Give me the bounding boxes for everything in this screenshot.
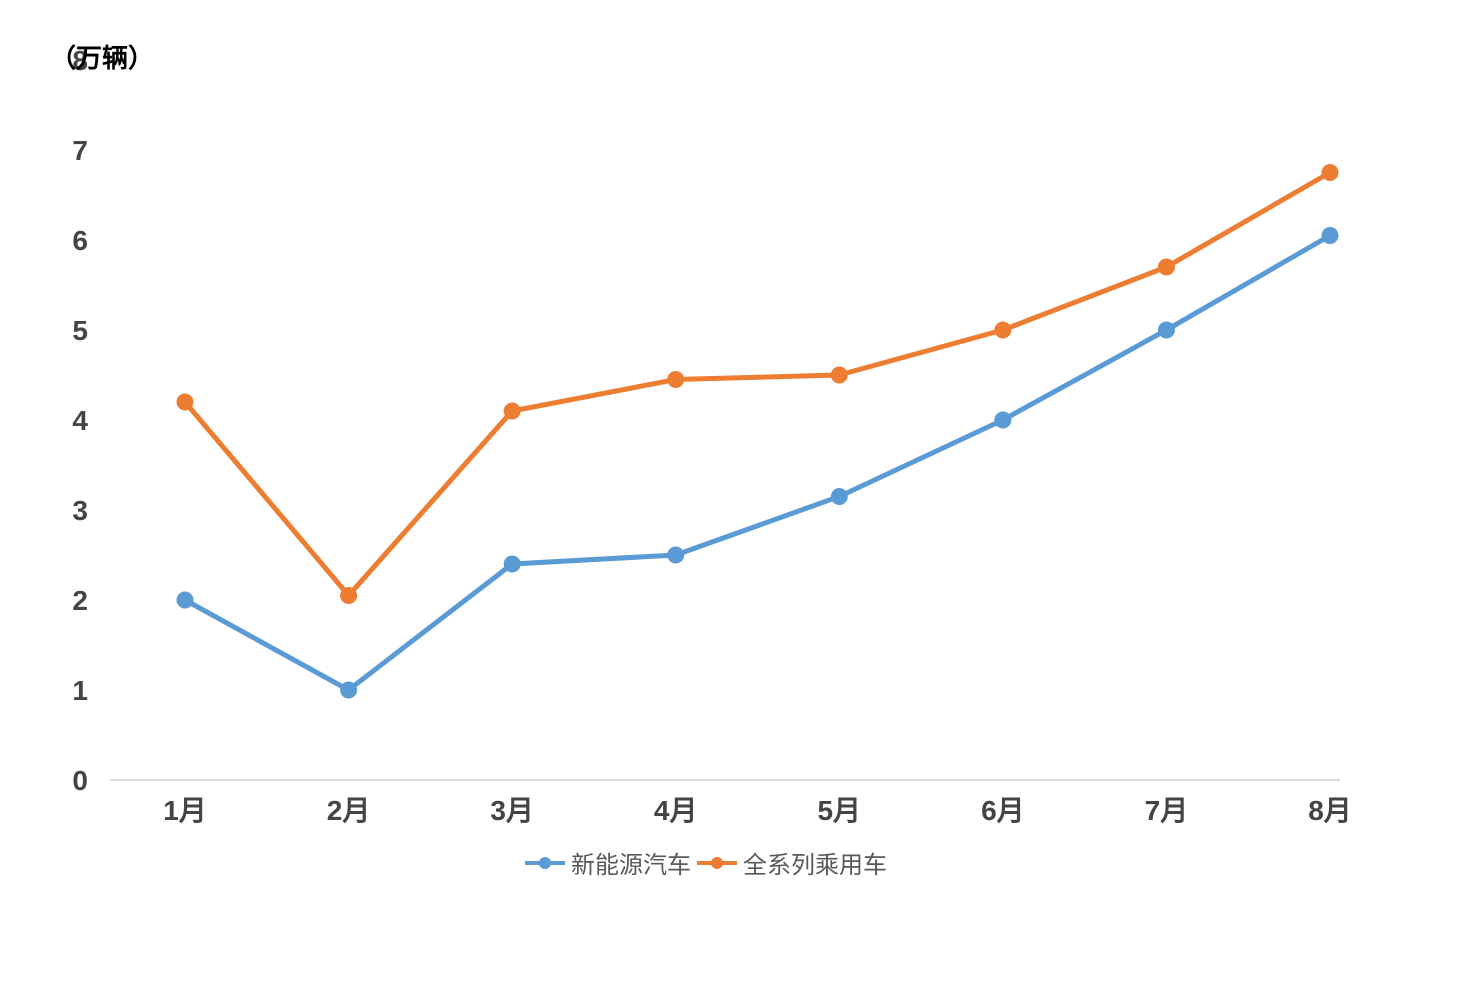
legend-dot-icon (711, 857, 723, 869)
y-tick-label: 6 (72, 225, 88, 256)
series-line-1 (185, 173, 1330, 596)
chart-plot-area: 0123456781月2月3月4月5月6月7月8月 (0, 0, 1479, 987)
y-tick-label: 4 (72, 405, 88, 436)
series-marker (995, 412, 1011, 428)
series-marker (177, 592, 193, 608)
legend-swatch (697, 861, 737, 865)
series-marker (1322, 228, 1338, 244)
chart-legend: 新能源汽车 全系列乘用车 (525, 845, 887, 880)
series-marker (668, 372, 684, 388)
series-marker (995, 322, 1011, 338)
x-tick-label: 1月 (163, 795, 207, 826)
series-marker (668, 547, 684, 563)
y-tick-label: 1 (72, 675, 88, 706)
legend-item: 全系列乘用车 (697, 845, 887, 880)
y-tick-label: 0 (72, 765, 88, 796)
series-marker (504, 403, 520, 419)
x-tick-label: 2月 (327, 795, 371, 826)
series-marker (1158, 259, 1174, 275)
legend-label: 全系列乘用车 (743, 845, 887, 880)
series-marker (341, 588, 357, 604)
y-tick-label: 7 (72, 135, 88, 166)
series-line-0 (185, 236, 1330, 691)
series-marker (504, 556, 520, 572)
series-marker (1158, 322, 1174, 338)
legend-item: 新能源汽车 (525, 845, 691, 880)
legend-label: 新能源汽车 (571, 845, 691, 880)
series-marker (1322, 165, 1338, 181)
y-tick-label: 5 (72, 315, 88, 346)
x-tick-label: 3月 (490, 795, 534, 826)
y-tick-label: 3 (72, 495, 88, 526)
x-tick-label: 8月 (1308, 795, 1352, 826)
x-tick-label: 6月 (981, 795, 1025, 826)
y-axis-unit-label: （万辆） (50, 38, 154, 75)
x-tick-label: 5月 (817, 795, 861, 826)
series-marker (831, 489, 847, 505)
legend-dot-icon (539, 857, 551, 869)
y-tick-label: 2 (72, 585, 88, 616)
series-marker (831, 367, 847, 383)
x-tick-label: 7月 (1145, 795, 1189, 826)
line-chart: （万辆） 0123456781月2月3月4月5月6月7月8月 新能源汽车全系列乘… (0, 0, 1479, 987)
legend-swatch (525, 861, 565, 865)
x-tick-label: 4月 (654, 795, 698, 826)
series-marker (177, 394, 193, 410)
series-marker (341, 682, 357, 698)
